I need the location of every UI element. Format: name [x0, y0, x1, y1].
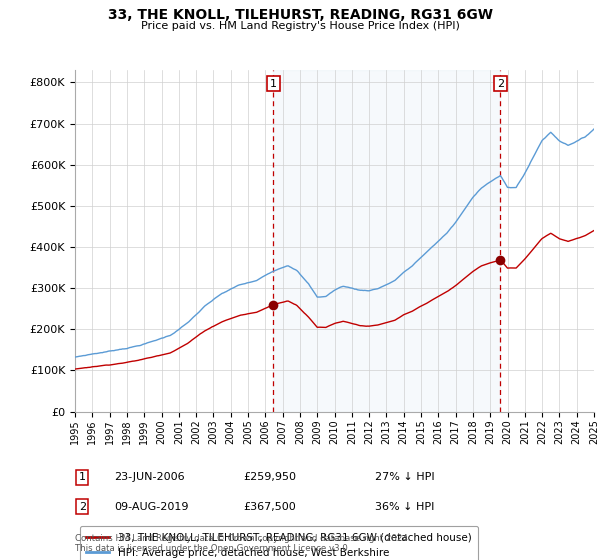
Text: 2: 2	[79, 502, 86, 512]
Text: 33, THE KNOLL, TILEHURST, READING, RG31 6GW: 33, THE KNOLL, TILEHURST, READING, RG31 …	[107, 8, 493, 22]
Legend: 33, THE KNOLL, TILEHURST, READING, RG31 6GW (detached house), HPI: Average price: 33, THE KNOLL, TILEHURST, READING, RG31 …	[80, 526, 478, 560]
Bar	[274, 70, 500, 412]
Text: 1: 1	[79, 472, 86, 482]
Text: Price paid vs. HM Land Registry's House Price Index (HPI): Price paid vs. HM Land Registry's House …	[140, 21, 460, 31]
Text: 36% ↓ HPI: 36% ↓ HPI	[375, 502, 434, 512]
Text: £259,950: £259,950	[243, 472, 296, 482]
Text: 1: 1	[270, 78, 277, 88]
Text: 2: 2	[497, 78, 504, 88]
Text: 23-JUN-2006: 23-JUN-2006	[114, 472, 185, 482]
Text: £367,500: £367,500	[243, 502, 296, 512]
Text: 09-AUG-2019: 09-AUG-2019	[114, 502, 188, 512]
Text: 27% ↓ HPI: 27% ↓ HPI	[375, 472, 434, 482]
Text: Contains HM Land Registry data © Crown copyright and database right 2024.
This d: Contains HM Land Registry data © Crown c…	[75, 534, 410, 553]
